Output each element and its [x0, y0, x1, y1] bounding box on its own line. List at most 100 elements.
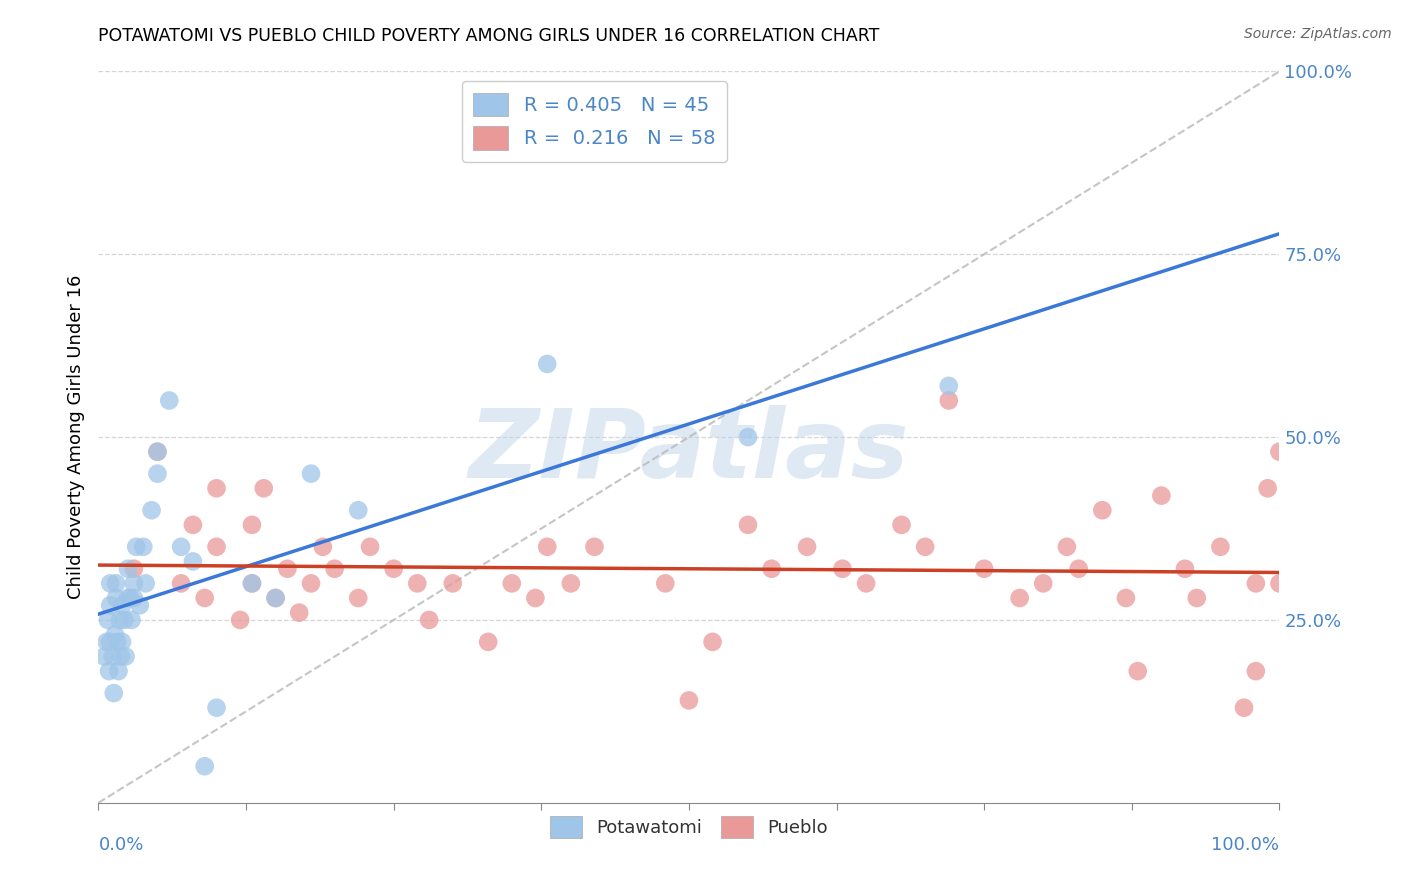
Point: [117, 591, 139, 605]
Point: [240, 576, 263, 591]
Point: [441, 576, 464, 591]
Point: [418, 613, 440, 627]
Point: [890, 517, 912, 532]
Point: [536, 357, 558, 371]
Point: [1209, 540, 1232, 554]
Point: [973, 562, 995, 576]
Point: [536, 540, 558, 554]
Point: [101, 649, 124, 664]
Point: [288, 606, 311, 620]
Y-axis label: Child Poverty Among Girls Under 16: Child Poverty Among Girls Under 16: [66, 275, 84, 599]
Point: [125, 540, 148, 554]
Point: [264, 591, 287, 605]
Point: [299, 576, 322, 591]
Point: [146, 444, 169, 458]
Point: [141, 503, 163, 517]
Point: [737, 430, 759, 444]
Point: [1233, 700, 1256, 714]
Point: [157, 393, 180, 408]
Point: [382, 562, 405, 576]
Point: [98, 664, 121, 678]
Text: Source: ZipAtlas.com: Source: ZipAtlas.com: [1244, 27, 1392, 41]
Point: [1032, 576, 1054, 591]
Text: 0.0%: 0.0%: [98, 836, 143, 854]
Point: [1268, 576, 1291, 591]
Point: [1257, 481, 1279, 495]
Point: [1115, 591, 1137, 605]
Point: [323, 562, 346, 576]
Point: [132, 540, 155, 554]
Point: [96, 635, 118, 649]
Point: [135, 576, 157, 591]
Point: [1091, 503, 1114, 517]
Point: [312, 540, 335, 554]
Point: [1008, 591, 1031, 605]
Point: [194, 759, 217, 773]
Point: [938, 393, 960, 408]
Point: [240, 517, 263, 532]
Point: [121, 613, 143, 627]
Point: [253, 481, 276, 495]
Point: [205, 540, 228, 554]
Point: [107, 664, 129, 678]
Point: [122, 576, 145, 591]
Point: [1150, 489, 1173, 503]
Point: [104, 627, 127, 641]
Point: [112, 613, 135, 627]
Point: [117, 562, 139, 576]
Point: [98, 635, 121, 649]
Point: [914, 540, 936, 554]
Point: [105, 576, 128, 591]
Point: [181, 517, 204, 532]
Point: [1067, 562, 1090, 576]
Point: [205, 481, 228, 495]
Point: [560, 576, 582, 591]
Point: [181, 554, 204, 568]
Point: [761, 562, 783, 576]
Point: [122, 562, 145, 576]
Point: [831, 562, 853, 576]
Point: [120, 591, 142, 605]
Point: [194, 591, 217, 605]
Point: [146, 467, 169, 481]
Point: [229, 613, 252, 627]
Point: [347, 503, 370, 517]
Point: [97, 613, 120, 627]
Point: [406, 576, 429, 591]
Point: [1185, 591, 1208, 605]
Point: [678, 693, 700, 707]
Point: [1268, 444, 1291, 458]
Point: [110, 649, 132, 664]
Point: [146, 444, 169, 458]
Point: [105, 591, 128, 605]
Point: [796, 540, 818, 554]
Point: [93, 649, 115, 664]
Point: [98, 576, 121, 591]
Point: [105, 635, 128, 649]
Point: [501, 576, 523, 591]
Point: [114, 649, 136, 664]
Point: [111, 599, 134, 613]
Legend: Potawatomi, Pueblo: Potawatomi, Pueblo: [543, 808, 835, 845]
Text: ZIPatlas: ZIPatlas: [468, 405, 910, 499]
Point: [103, 686, 125, 700]
Point: [855, 576, 877, 591]
Point: [170, 576, 193, 591]
Point: [264, 591, 287, 605]
Point: [122, 591, 145, 605]
Point: [299, 467, 322, 481]
Point: [654, 576, 676, 591]
Point: [524, 591, 547, 605]
Point: [1244, 576, 1267, 591]
Point: [583, 540, 606, 554]
Point: [347, 591, 370, 605]
Point: [98, 599, 121, 613]
Point: [1174, 562, 1197, 576]
Point: [737, 517, 759, 532]
Point: [1056, 540, 1078, 554]
Point: [702, 635, 724, 649]
Text: POTAWATOMI VS PUEBLO CHILD POVERTY AMONG GIRLS UNDER 16 CORRELATION CHART: POTAWATOMI VS PUEBLO CHILD POVERTY AMONG…: [98, 27, 880, 45]
Point: [276, 562, 298, 576]
Point: [108, 613, 131, 627]
Point: [1244, 664, 1267, 678]
